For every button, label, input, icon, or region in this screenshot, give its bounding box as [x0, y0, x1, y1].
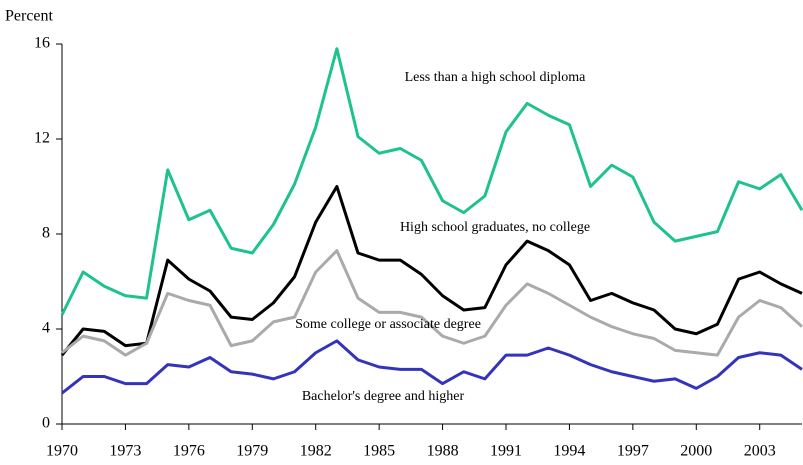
y-tick-label: 16 [34, 35, 50, 52]
x-tick-label: 1973 [109, 443, 141, 460]
y-axis-label: Percent [5, 8, 54, 25]
x-tick-label: 1982 [300, 443, 332, 460]
series-label: Some college or associate degree [295, 317, 481, 332]
x-tick-label: 1988 [427, 443, 459, 460]
x-tick-label: 1994 [553, 443, 585, 460]
x-tick-label: 2000 [680, 443, 712, 460]
x-tick-label: 1985 [363, 443, 395, 460]
series-line [61, 339, 803, 395]
x-tick-label: 1991 [490, 443, 522, 460]
series-line [61, 249, 803, 357]
y-tick-label: 0 [42, 415, 50, 432]
x-tick-label: 1970 [46, 443, 78, 460]
x-tick-label: 1997 [617, 443, 649, 460]
x-tick-label: 1979 [236, 443, 268, 460]
series-label: High school graduates, no college [400, 220, 590, 235]
series-label: Less than a high school diploma [405, 70, 587, 85]
y-tick-label: 8 [42, 225, 50, 242]
series-line [60, 185, 803, 357]
x-tick-label: 1976 [173, 443, 205, 460]
x-tick-label: 2003 [744, 443, 776, 460]
y-tick-label: 12 [34, 130, 50, 147]
series-line [60, 47, 803, 316]
series-label: Bachelor's degree and higher [302, 389, 465, 404]
y-tick-label: 4 [42, 320, 50, 337]
